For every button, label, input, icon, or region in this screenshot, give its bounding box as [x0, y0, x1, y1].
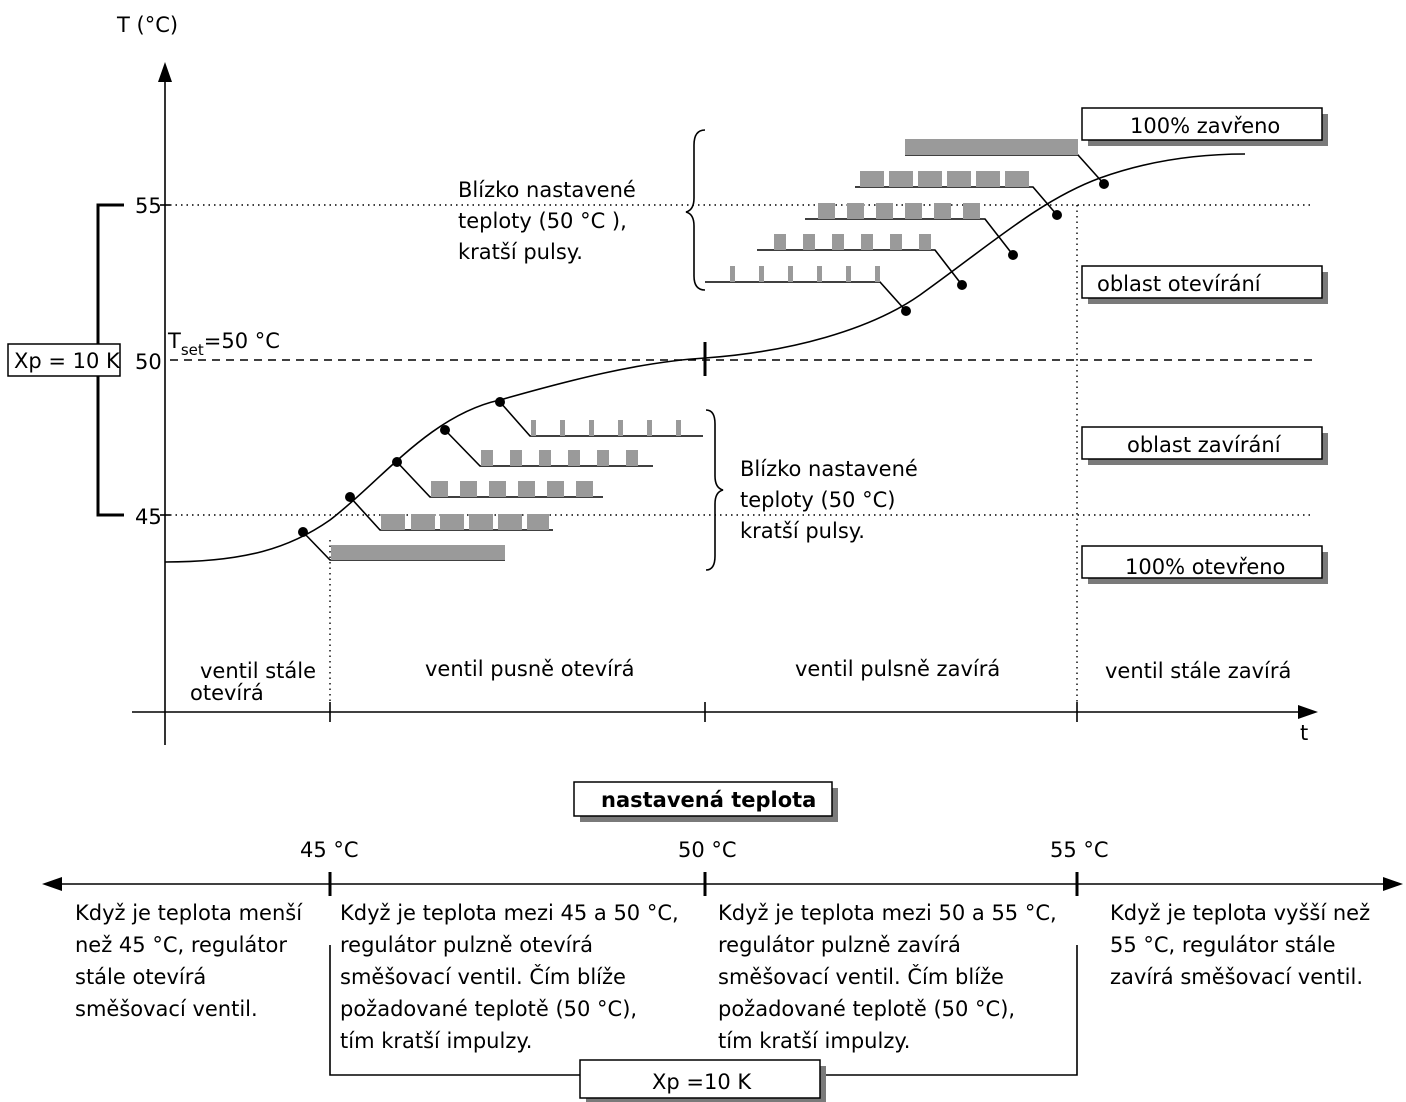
svg-text:směšovací ventil. Čím blíže: směšovací ventil. Čím blíže [340, 964, 626, 989]
legend-opening-zone: oblast otevírání [1081, 265, 1328, 304]
desc-50-55: Když je teplota mezi 50 a 55 °C, regulát… [718, 901, 1057, 1053]
desc-above-55: Když je teplota vyšší než 55 °C, regulát… [1110, 901, 1370, 989]
y-tick-55: 55 [135, 194, 162, 218]
legend-closed: 100% zavřeno [1081, 107, 1328, 146]
scale-label-55: 55 °C [1050, 838, 1109, 862]
legend-closing-zone: oblast zavírání [1081, 426, 1328, 465]
desc-45-50: Když je teplota mezi 45 a 50 °C, regulát… [340, 901, 679, 1053]
lower-brace [705, 409, 724, 571]
svg-text:oblast zavírání: oblast zavírání [1127, 433, 1282, 457]
svg-text:zavírá směšovací ventil.: zavírá směšovací ventil. [1110, 965, 1363, 989]
svg-text:teploty (50 °C): teploty (50 °C) [740, 488, 895, 512]
svg-text:Když je teplota mezi 45 a 50 °: Když je teplota mezi 45 a 50 °C, [340, 901, 679, 925]
svg-text:Když je teplota mezi 50 a 55: Když je teplota mezi 50 a 55 °C, [718, 901, 1057, 925]
y-axis [158, 62, 172, 745]
temperature-scale-line [42, 872, 1403, 896]
x-axis [132, 702, 1318, 722]
upper-brace [685, 129, 706, 291]
svg-text:Xp =10 K: Xp =10 K [652, 1070, 752, 1094]
setpoint-title-box: nastavená teplota [573, 781, 838, 822]
region-2-label: ventil pusně otevírá [425, 657, 635, 681]
svg-text:regulátor pulzně zavírá: regulátor pulzně zavírá [718, 933, 961, 957]
svg-text:směšovací ventil.: směšovací ventil. [75, 997, 258, 1021]
svg-text:tím kratší impulzy.: tím kratší impulzy. [718, 1029, 910, 1053]
svg-text:regulátor pulzně otevírá: regulátor pulzně otevírá [340, 933, 593, 957]
scale-label-45: 45 °C [300, 838, 359, 862]
upper-note: Blízko nastavené teploty (50 °C ), kratš… [458, 178, 636, 264]
svg-text:Blízko nastavené: Blízko nastavené [740, 457, 918, 481]
svg-text:kratší pulsy.: kratší pulsy. [740, 519, 865, 543]
svg-text:požadované teplotě (50 °C),: požadované teplotě (50 °C), [340, 997, 637, 1021]
svg-text:požadované teplotě (50 °C),: požadované teplotě (50 °C), [718, 997, 1015, 1021]
closing-pulse-trains [705, 139, 1105, 312]
lower-note: Blízko nastavené teploty (50 °C) kratší … [740, 457, 918, 543]
opening-pulse-trains [302, 401, 703, 561]
svg-text:nastavená teplota: nastavená teplota [601, 788, 816, 812]
region-3-label: ventil pulsně zavírá [795, 657, 1000, 681]
desc-below-45: Když je teplota menší než 45 °C, regulát… [75, 901, 303, 1021]
svg-text:Když je teplota vyšší než: Když je teplota vyšší než [1110, 901, 1370, 925]
xp-box [7, 343, 121, 377]
region-4-label: ventil stále zavírá [1105, 659, 1291, 683]
xp-scale-box: Xp =10 K [579, 1059, 826, 1102]
setpoint-label: Tset=50 °C [167, 329, 280, 359]
scale-label-50: 50 °C [678, 838, 737, 862]
svg-text:směšovací ventil. Čím blíže: směšovací ventil. Čím blíže [718, 964, 1004, 989]
xp-label: Xp = 10 K [14, 349, 121, 373]
svg-text:teploty (50 °C ),: teploty (50 °C ), [458, 209, 627, 233]
y-axis-label: T (°C) [116, 13, 178, 37]
xp-scale-bracket [329, 945, 1078, 1076]
region-1-line-1: ventil stále [200, 659, 316, 683]
svg-text:Když je teplota menší: Když je teplota menší [75, 901, 303, 925]
x-axis-label: t [1300, 721, 1308, 745]
svg-text:stále otevírá: stále otevírá [75, 965, 206, 989]
svg-text:55 °C, regulátor stále: 55 °C, regulátor stále [1110, 933, 1336, 957]
svg-text:než 45 °C, regulátor: než 45 °C, regulátor [75, 933, 287, 957]
y-tick-50: 50 [135, 350, 162, 374]
svg-text:kratší pulsy.: kratší pulsy. [458, 240, 583, 264]
y-tick-45: 45 [135, 505, 162, 529]
legend-opened: 100% otevřeno [1081, 545, 1328, 584]
svg-text:100% zavřeno: 100% zavřeno [1130, 114, 1280, 138]
svg-text:oblast otevírání: oblast otevírání [1097, 272, 1262, 296]
region-1-line-2: otevírá [190, 681, 264, 705]
svg-text:100% otevřeno: 100% otevřeno [1125, 555, 1285, 579]
svg-text:tím kratší impulzy.: tím kratší impulzy. [340, 1029, 532, 1053]
svg-text:Blízko nastavené: Blízko nastavené [458, 178, 636, 202]
